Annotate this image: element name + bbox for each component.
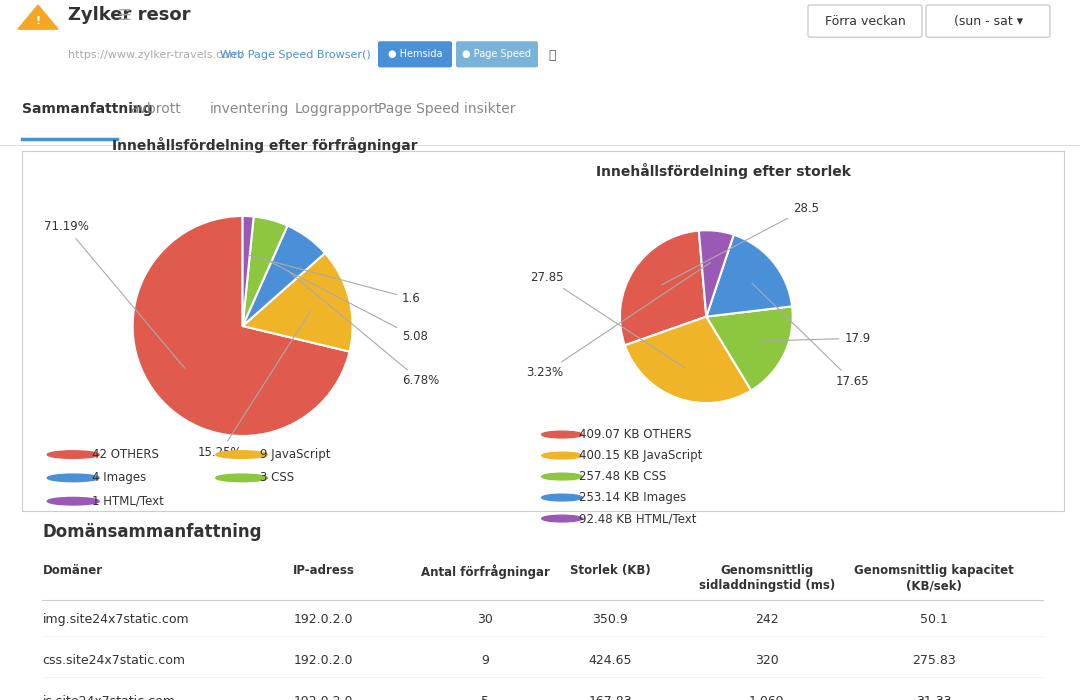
- Text: 1,069: 1,069: [748, 695, 784, 700]
- Wedge shape: [133, 216, 350, 436]
- Text: 192.0.2.0: 192.0.2.0: [294, 654, 353, 666]
- Text: https://www.zylker-travels.com/: https://www.zylker-travels.com/: [68, 50, 244, 60]
- Text: 17.9: 17.9: [759, 332, 870, 344]
- Circle shape: [48, 498, 99, 505]
- Wedge shape: [243, 216, 254, 326]
- Text: 4 Images: 4 Images: [92, 471, 146, 484]
- Text: 192.0.2.0: 192.0.2.0: [294, 695, 353, 700]
- Text: 257.48 KB CSS: 257.48 KB CSS: [579, 470, 666, 483]
- Text: 5: 5: [482, 695, 489, 700]
- Text: (sun - sat ▾: (sun - sat ▾: [954, 15, 1023, 27]
- Text: Genomsnittlig kapacitet
(KB/sek): Genomsnittlig kapacitet (KB/sek): [853, 564, 1013, 592]
- Text: 409.07 KB OTHERS: 409.07 KB OTHERS: [579, 428, 691, 441]
- Wedge shape: [243, 253, 352, 351]
- Circle shape: [542, 452, 582, 459]
- Circle shape: [216, 451, 268, 458]
- Wedge shape: [706, 307, 793, 391]
- FancyBboxPatch shape: [456, 41, 538, 67]
- Text: 320: 320: [755, 654, 779, 666]
- Text: 17.65: 17.65: [752, 283, 869, 388]
- Text: 71.19%: 71.19%: [43, 220, 185, 368]
- Text: avbrott: avbrott: [130, 102, 180, 116]
- Text: ● Page Speed: ● Page Speed: [462, 49, 531, 60]
- Text: Storlek (KB): Storlek (KB): [570, 564, 651, 578]
- Text: js.site24x7static.com: js.site24x7static.com: [42, 695, 175, 700]
- Text: 192.0.2.0: 192.0.2.0: [294, 612, 353, 626]
- Wedge shape: [243, 225, 325, 326]
- FancyBboxPatch shape: [926, 5, 1050, 37]
- Circle shape: [542, 431, 582, 438]
- Text: 9 JavaScript: 9 JavaScript: [260, 448, 330, 461]
- Text: 50.1: 50.1: [919, 612, 947, 626]
- Circle shape: [48, 451, 99, 458]
- Text: css.site24x7static.com: css.site24x7static.com: [42, 654, 186, 666]
- Text: 400.15 KB JavaScript: 400.15 KB JavaScript: [579, 449, 702, 462]
- Text: Zylker resor: Zylker resor: [68, 6, 190, 24]
- Circle shape: [216, 474, 268, 482]
- Text: Antal förfrågningar: Antal förfrågningar: [421, 564, 550, 579]
- Circle shape: [542, 515, 582, 522]
- Text: 1 HTML/Text: 1 HTML/Text: [92, 495, 164, 508]
- Text: 167.83: 167.83: [589, 695, 632, 700]
- Text: 6.78%: 6.78%: [287, 270, 440, 388]
- Text: 15.25%: 15.25%: [198, 311, 310, 459]
- Text: Förra veckan: Förra veckan: [825, 15, 905, 27]
- Text: 9: 9: [482, 654, 489, 666]
- Text: IP-adress: IP-adress: [293, 564, 354, 578]
- Text: Domänsammanfattning: Domänsammanfattning: [42, 524, 262, 541]
- Text: Web Page Speed Browser(): Web Page Speed Browser(): [220, 50, 370, 60]
- Text: 92.48 KB HTML/Text: 92.48 KB HTML/Text: [579, 512, 697, 525]
- Text: 242: 242: [755, 612, 779, 626]
- Text: 3.23%: 3.23%: [527, 262, 711, 379]
- Text: 350.9: 350.9: [593, 612, 629, 626]
- Circle shape: [542, 494, 582, 501]
- Text: ● Hemsida: ● Hemsida: [388, 49, 442, 60]
- Text: 31.33: 31.33: [916, 695, 951, 700]
- FancyBboxPatch shape: [378, 41, 453, 67]
- Text: 28.5: 28.5: [662, 202, 819, 285]
- Circle shape: [48, 474, 99, 482]
- Wedge shape: [625, 316, 752, 403]
- Text: img.site24x7static.com: img.site24x7static.com: [42, 612, 189, 626]
- Text: 1.6: 1.6: [248, 256, 421, 305]
- Text: 424.65: 424.65: [589, 654, 632, 666]
- Text: Sammanfattning: Sammanfattning: [22, 102, 152, 116]
- Wedge shape: [243, 216, 287, 326]
- Text: inventering: inventering: [210, 102, 289, 116]
- Circle shape: [542, 473, 582, 480]
- Text: 42 OTHERS: 42 OTHERS: [92, 448, 159, 461]
- Text: 3 CSS: 3 CSS: [260, 471, 295, 484]
- Text: 30: 30: [477, 612, 494, 626]
- Text: Loggrapport: Loggrapport: [295, 102, 380, 116]
- Wedge shape: [706, 234, 792, 316]
- Text: 5.08: 5.08: [264, 258, 428, 344]
- Title: Innehållsfördelning efter storlek: Innehållsfördelning efter storlek: [596, 163, 851, 179]
- Text: Domäner: Domäner: [42, 564, 103, 578]
- Text: 253.14 KB Images: 253.14 KB Images: [579, 491, 686, 504]
- FancyBboxPatch shape: [808, 5, 922, 37]
- Text: 275.83: 275.83: [912, 654, 956, 666]
- Wedge shape: [620, 230, 706, 345]
- Text: !: !: [36, 16, 41, 26]
- Wedge shape: [699, 230, 733, 316]
- Title: Innehållsfördelning efter förfrågningar: Innehållsfördelning efter förfrågningar: [112, 137, 417, 153]
- Text: Genomsnittlig
sidladdningstid (ms): Genomsnittlig sidladdningstid (ms): [699, 564, 835, 592]
- Text: 27.85: 27.85: [530, 272, 685, 368]
- Text: ☰: ☰: [118, 8, 132, 22]
- Text: Page Speed insikter: Page Speed insikter: [378, 102, 515, 116]
- Polygon shape: [18, 5, 58, 29]
- Text: 🏷: 🏷: [548, 49, 555, 62]
